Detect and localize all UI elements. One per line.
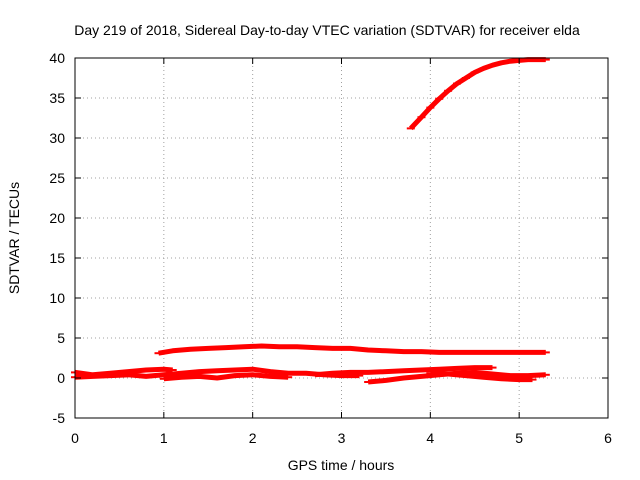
- y-tick-label: 40: [49, 50, 65, 66]
- x-tick-label: 6: [604, 430, 612, 446]
- tick-labels: 0 1 2 3 4 5 6 -5 0 5 10 15 20 25 30 35 40: [49, 50, 612, 446]
- chart-title: Day 219 of 2018, Sidereal Day-to-day VTE…: [74, 22, 580, 38]
- x-tick-label: 4: [426, 430, 434, 446]
- y-tick-label: 5: [57, 330, 65, 346]
- x-tick-label: 2: [249, 430, 257, 446]
- y-tick-label: -5: [53, 410, 66, 426]
- y-tick-label: 30: [49, 130, 65, 146]
- series-line-0: [408, 57, 546, 131]
- y-tick-label: 0: [57, 370, 65, 386]
- ticks: [74, 57, 609, 419]
- x-axis-label: GPS time / hours: [288, 457, 395, 473]
- y-tick-label: 20: [49, 210, 65, 226]
- y-tick-label: 10: [49, 290, 65, 306]
- y-tick-label: 15: [49, 250, 65, 266]
- x-tick-label: 3: [338, 430, 346, 446]
- series-layer: [71, 57, 550, 385]
- x-tick-label: 0: [71, 430, 79, 446]
- x-tick-label: 1: [160, 430, 168, 446]
- series-line-1: [158, 343, 546, 356]
- y-tick-label: 25: [49, 170, 65, 186]
- y-tick-label: 35: [49, 90, 65, 106]
- x-tick-label: 5: [515, 430, 523, 446]
- grid: [75, 58, 608, 418]
- y-axis-label: SDTVAR / TECUs: [6, 182, 22, 294]
